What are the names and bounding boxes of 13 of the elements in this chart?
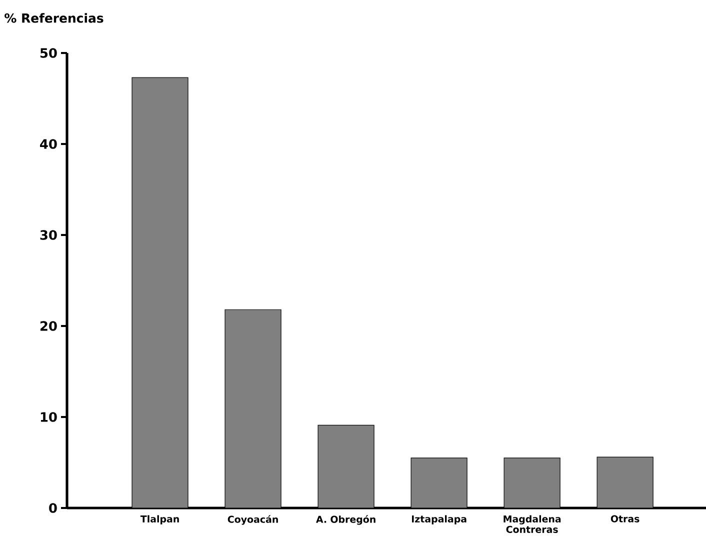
y-tick-label: 50 bbox=[40, 48, 57, 58]
y-tick-label: 30 bbox=[40, 230, 57, 240]
y-tick-label: 0 bbox=[49, 503, 57, 513]
x-tick-label: A. Obregón bbox=[316, 515, 376, 525]
x-tick-label: Coyoacán bbox=[228, 515, 278, 525]
y-axis-title: % Referencias bbox=[4, 13, 104, 23]
y-tick-label: 40 bbox=[40, 139, 57, 149]
x-tick-label: Otras bbox=[610, 515, 640, 522]
y-tick-label: 20 bbox=[40, 321, 57, 331]
x-tick-label: Iztapalapa bbox=[412, 515, 466, 524]
x-tick-label: Tlalpan bbox=[140, 515, 179, 524]
y-tick-label: 10 bbox=[40, 412, 57, 422]
x-tick-label: Magdalena Contreras bbox=[504, 515, 561, 533]
